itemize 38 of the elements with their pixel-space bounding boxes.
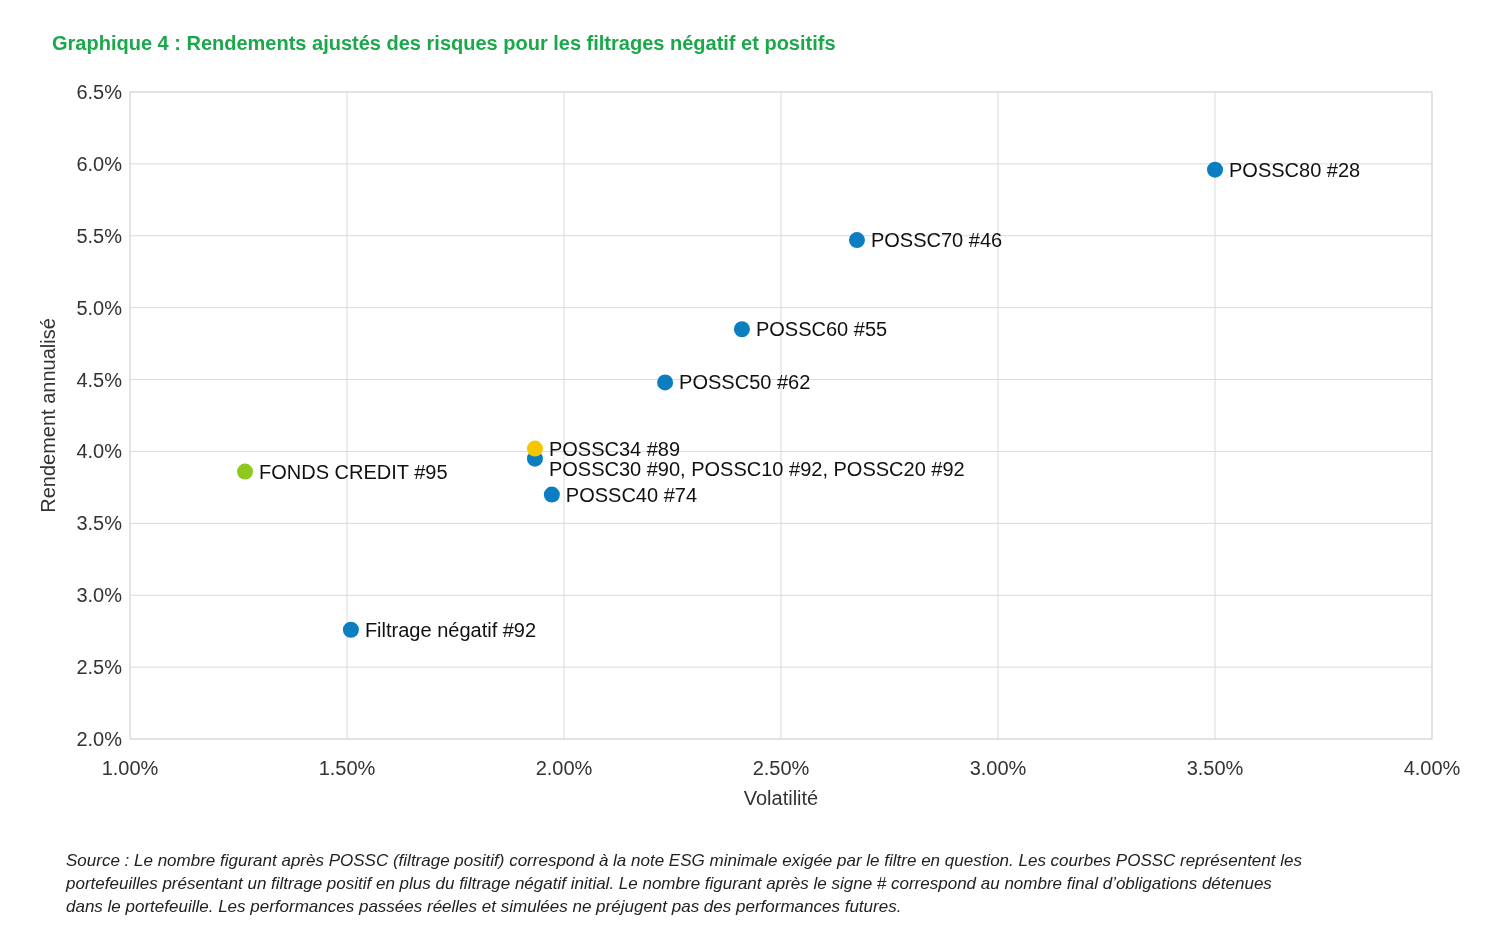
point [342, 621, 359, 638]
x-tick-label: 2.00% [535, 757, 593, 779]
point [657, 374, 674, 391]
point [1207, 161, 1223, 178]
point [543, 486, 560, 503]
annotation: Filtrage négatif #92 [364, 618, 537, 641]
point [526, 440, 543, 457]
point [237, 463, 254, 480]
y-tick-label: 5.5% [76, 224, 123, 247]
x-tick-label: 2.50% [752, 757, 810, 779]
annotation: POSSC80 #28 [1229, 158, 1361, 181]
x-tick-label: 4.00% [1403, 757, 1461, 779]
y-tick-label: 3.0% [76, 584, 123, 607]
x-tick-label: 3.50% [1186, 757, 1244, 779]
x-tick-label: 3.00% [969, 757, 1027, 779]
point [733, 321, 750, 338]
y-tick-label: 5.0% [76, 296, 123, 319]
source-note: Source : Le nombre figurant après POSSC (filtrage positif) correspond à la note ESG minimale exigée par le filtre en question. Les courbes POSSC représentent les portefeuilles présentant un filtrage positif en plus du filtrage négatif initial. Le nombre figurant après le signe # correspond au nombre final d’obligations détenues dans le portefeuille. Les performances passées réelles et simulées ne préjugent pas des performances futures. [65, 851, 1303, 916]
y-tick-label: 6.5% [76, 81, 123, 103]
annotation: POSSC50 #62 [679, 371, 811, 394]
y-tick-label: 4.0% [76, 440, 123, 463]
y-tick-label: 4.5% [76, 368, 123, 391]
point [848, 232, 865, 249]
y-tick-label: 6.0% [76, 152, 123, 175]
x-axis-title: Volatilité [743, 787, 819, 809]
annotation: FONDS CREDIT #95 [259, 460, 448, 483]
annotation: POSSC30 #90, POSSC10 #92, POSSC20 #92 [548, 457, 965, 480]
annotation: POSSC40 #74 [565, 483, 698, 506]
chart-title: Graphique 4 : Rendements ajustés des risques pour les filtrages négatif et positifs [52, 32, 836, 54]
annotation: POSSC34 #89 [548, 437, 681, 460]
annotation: POSSC60 #55 [755, 318, 888, 341]
annotation: POSSC70 #46 [870, 229, 1003, 252]
y-tick-label: 2.5% [76, 656, 123, 679]
y-tick-label: 2.0% [76, 728, 123, 750]
y-axis-title: Rendement annualisé [37, 318, 59, 513]
y-tick-label: 3.5% [76, 512, 123, 535]
x-tick-label: 1.00% [101, 757, 159, 779]
x-tick-label: 1.50% [318, 757, 376, 779]
